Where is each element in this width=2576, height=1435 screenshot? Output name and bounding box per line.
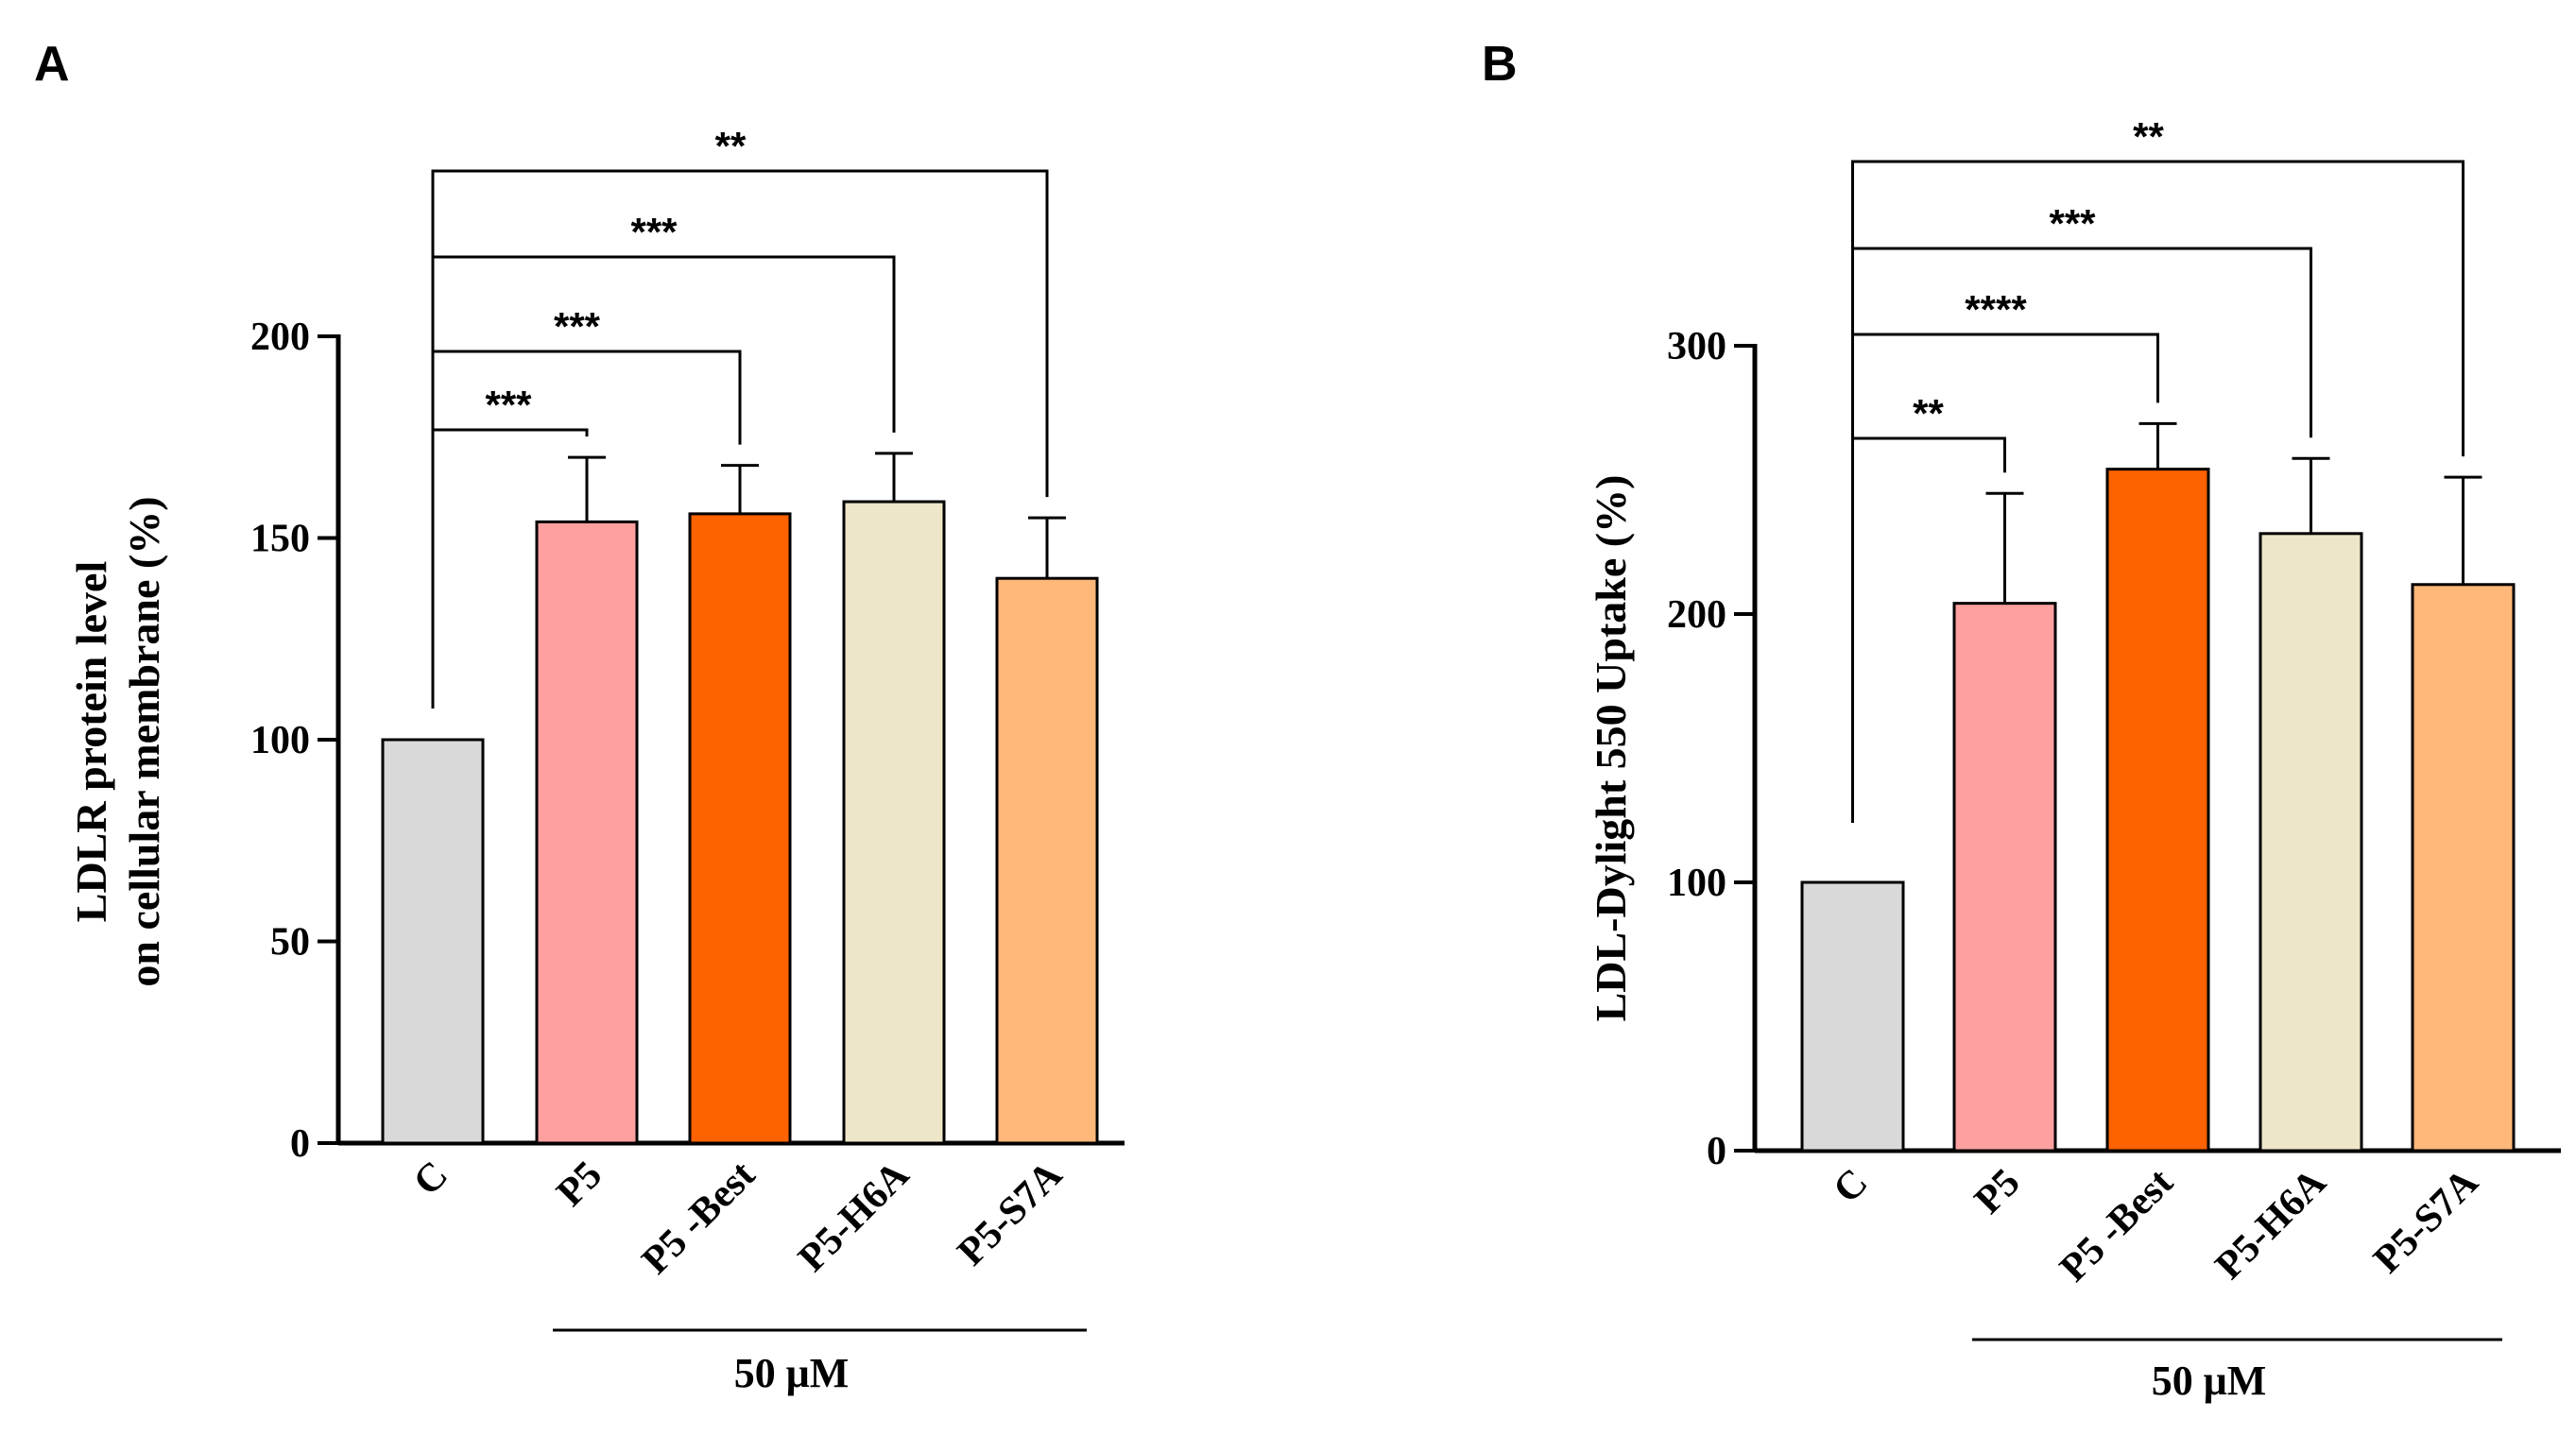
error-bar-a-p5-h6a [875, 452, 913, 503]
significance-bracket-a-p5-s7a [431, 169, 1049, 709]
y-tick-label-a-100: 100 [250, 719, 310, 762]
category-label-b-p5-h6a: P5-H6A [2207, 1160, 2335, 1288]
y-tick-label-b-100: 100 [1667, 862, 1726, 905]
bar-b-c [1800, 880, 1905, 1153]
panel-b: B 0 100 200 300 LDL-Dylight 550 Uptake (%) C P… [1482, 37, 2561, 1404]
category-label-a-p5-best: P5 -Best [634, 1153, 764, 1283]
group-label-b: 50 μM [2152, 1358, 2266, 1404]
y-tick-label-b-0: 0 [1707, 1130, 1726, 1173]
error-bar-b-p5-best [2138, 421, 2177, 470]
group-label-a: 50 μM [734, 1350, 849, 1396]
panel-a: A 0 50 100 150 200 LDLR protein level on cellu… [34, 37, 1125, 1396]
bar-b-p5-best [2105, 468, 2210, 1153]
category-label-a-c: C [405, 1153, 456, 1204]
y-tick-label-a-50: 50 [270, 921, 310, 965]
bar-a-p5 [535, 520, 639, 1145]
category-label-a-p5-s7a: P5-S7A [950, 1153, 1072, 1274]
bar-b-p5 [1952, 602, 2057, 1153]
y-tick-label-a-0: 0 [290, 1122, 310, 1166]
significance-label-b-p5-best: **** [1965, 287, 2027, 332]
error-bar-b-p5 [1985, 491, 2024, 604]
significance-label-a-p5-s7a: ** [715, 124, 747, 168]
category-label-b-c: C [1826, 1161, 1877, 1212]
significance-label-b-p5: ** [1913, 391, 1944, 436]
bar-b-p5-h6a [2258, 532, 2363, 1153]
category-label-b-p5-best: P5 -Best [2052, 1161, 2181, 1290]
error-bar-a-p5-s7a [1028, 516, 1066, 579]
category-label-b-p5-s7a: P5-S7A [2365, 1160, 2487, 1282]
y-tick-label-b-300: 300 [1667, 325, 1726, 368]
panel-letter-a: A [34, 37, 70, 92]
significance-bracket-b-p5-s7a [1851, 160, 2464, 823]
category-label-a-p5: P5 [549, 1153, 611, 1216]
y-tick-label-b-200: 200 [1667, 593, 1726, 637]
y-axis-title-a-line-2: on cellular membrane (%) [120, 496, 168, 986]
y-axis-title-a-line-1: LDLR protein level [67, 561, 115, 922]
significance-bracket-a-p5-h6a [431, 255, 896, 709]
bar-a-p5-h6a [842, 500, 946, 1145]
error-bar-b-p5-h6a [2292, 456, 2330, 534]
y-tick-label-a-200: 200 [250, 316, 310, 359]
error-bar-a-p5 [568, 455, 606, 522]
error-bar-a-p5-best [721, 464, 759, 514]
significance-label-a-p5-best: *** [554, 304, 601, 349]
bar-a-c [381, 738, 485, 1145]
y-tick-label-a-150: 150 [250, 518, 310, 561]
significance-label-a-p5-h6a: *** [630, 210, 678, 254]
bar-a-p5-s7a [995, 576, 1099, 1145]
significance-label-b-p5-s7a: ** [2133, 114, 2164, 159]
y-axis-title-b-line-1: LDL-Dylight 550 Uptake (%) [1587, 475, 1635, 1022]
panel-letter-b: B [1482, 37, 1518, 92]
bar-a-p5-best [688, 512, 792, 1145]
error-bar-b-p5-s7a [2444, 475, 2482, 585]
significance-label-b-p5-h6a: *** [2049, 201, 2096, 246]
category-label-a-p5-h6a: P5-H6A [790, 1153, 918, 1280]
category-label-b-p5: P5 [1966, 1161, 2029, 1223]
bar-b-p5-s7a [2411, 583, 2516, 1153]
significance-label-a-p5: *** [485, 383, 532, 427]
